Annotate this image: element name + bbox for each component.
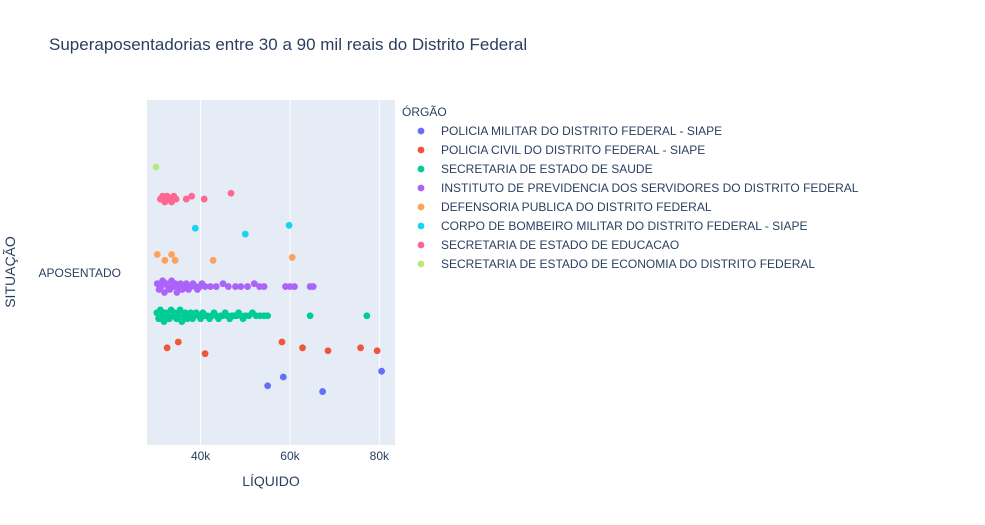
data-point [168,251,175,258]
legend-marker [417,127,425,135]
legend-title: ÓRGÃO [402,104,447,119]
data-point [288,254,296,261]
data-point [324,347,332,355]
data-point [279,373,287,381]
data-point [237,283,245,290]
gridlines [200,100,380,445]
data-point [174,312,182,320]
data-point [153,251,161,258]
data-point [200,195,208,203]
legend-marker [417,222,425,230]
legend-label: SECRETARIA DE ESTADO DE ECONOMIA DO DIST… [441,257,815,271]
data-point [178,318,186,325]
data-point [319,388,327,395]
data-point [201,283,209,290]
data-point [207,283,214,290]
data-point [152,163,160,171]
data-point [191,224,199,232]
x-tick-label: 60k [280,449,300,463]
series-group [153,251,296,264]
x-tick-labels: 40k 60k 80k [191,449,390,463]
data-point [299,344,306,352]
data-point [306,312,314,320]
data-points [152,163,385,395]
legend-marker [417,184,425,192]
data-point [278,338,286,346]
legend-marker [417,260,425,268]
data-point [171,256,179,264]
data-point [212,283,220,290]
series-group [191,221,293,238]
legend-label: POLICIA CIVIL DO DISTRITO FEDERAL - SIAP… [441,143,705,157]
data-point [209,256,217,264]
series-group [157,189,235,206]
legend-item[interactable]: DEFENSORIA PUBLICA DO DISTRITO FEDERAL [417,200,712,214]
legend-marker [417,241,425,249]
data-point [285,221,293,229]
data-point [260,283,268,290]
data-point [357,344,364,352]
data-point [264,312,272,320]
data-point [378,367,385,375]
data-point [160,318,168,325]
x-tick-label: 80k [370,449,390,463]
legend-marker [417,165,425,173]
data-point [244,283,251,290]
data-point [241,230,249,238]
x-tick-label: 40k [191,449,211,463]
chart-title: Superaposentadorias entre 30 a 90 mil re… [49,35,527,54]
data-point [373,347,381,355]
data-point [188,192,196,200]
data-point [250,280,258,288]
data-point [363,312,371,320]
data-point [264,382,272,390]
legend-item[interactable]: CORPO DE BOMBEIRO MILITAR DO DISTRITO FE… [417,219,808,233]
plot-area [147,100,395,445]
legend: ÓRGÃO POLICIA MILITAR DO DISTRITO FEDERA… [402,104,859,271]
series-group [152,163,160,171]
data-point [224,283,232,290]
legend-label: SECRETARIA DE ESTADO DE EDUCACAO [441,238,679,252]
series-group [153,306,371,325]
data-point [176,306,184,314]
legend-item[interactable]: SECRETARIA DE ESTADO DE SAUDE [417,162,653,176]
legend-marker [417,203,425,211]
data-point [232,283,239,290]
legend-item[interactable]: INSTITUTO DE PREVIDENCIA DOS SERVIDORES … [417,181,859,195]
data-point [161,256,169,264]
series-group [264,367,385,395]
y-category-label: APOSENTADO [39,266,121,280]
data-point [161,289,168,296]
data-point [157,283,165,290]
data-point [201,350,209,358]
x-axis-title: LÍQUIDO [242,473,300,489]
legend-item[interactable]: POLICIA MILITAR DO DISTRITO FEDERAL - SI… [417,124,723,138]
legend-label: CORPO DE BOMBEIRO MILITAR DO DISTRITO FE… [441,219,808,233]
legend-label: POLICIA MILITAR DO DISTRITO FEDERAL - SI… [441,124,722,138]
data-point [219,280,227,288]
data-point [172,195,180,203]
data-point [227,189,235,197]
series-group [153,277,317,296]
legend-item[interactable]: SECRETARIA DE ESTADO DE ECONOMIA DO DIST… [417,257,816,271]
data-point [173,289,181,296]
y-axis-title: SITUAÇÃO [2,236,18,308]
data-point [182,195,190,203]
legend-label: INSTITUTO DE PREVIDENCIA DOS SERVIDORES … [441,181,859,195]
legend-item[interactable]: SECRETARIA DE ESTADO DE EDUCACAO [417,238,680,252]
data-point [309,283,317,290]
data-point [163,344,171,352]
legend-item[interactable]: POLICIA CIVIL DO DISTRITO FEDERAL - SIAP… [417,143,706,157]
legend-label: DEFENSORIA PUBLICA DO DISTRITO FEDERAL [441,200,712,214]
legend-marker [417,146,425,154]
series-group [163,338,381,358]
data-point [174,338,182,346]
data-point [157,306,164,314]
legend-label: SECRETARIA DE ESTADO DE SAUDE [441,162,653,176]
data-point [291,283,298,290]
